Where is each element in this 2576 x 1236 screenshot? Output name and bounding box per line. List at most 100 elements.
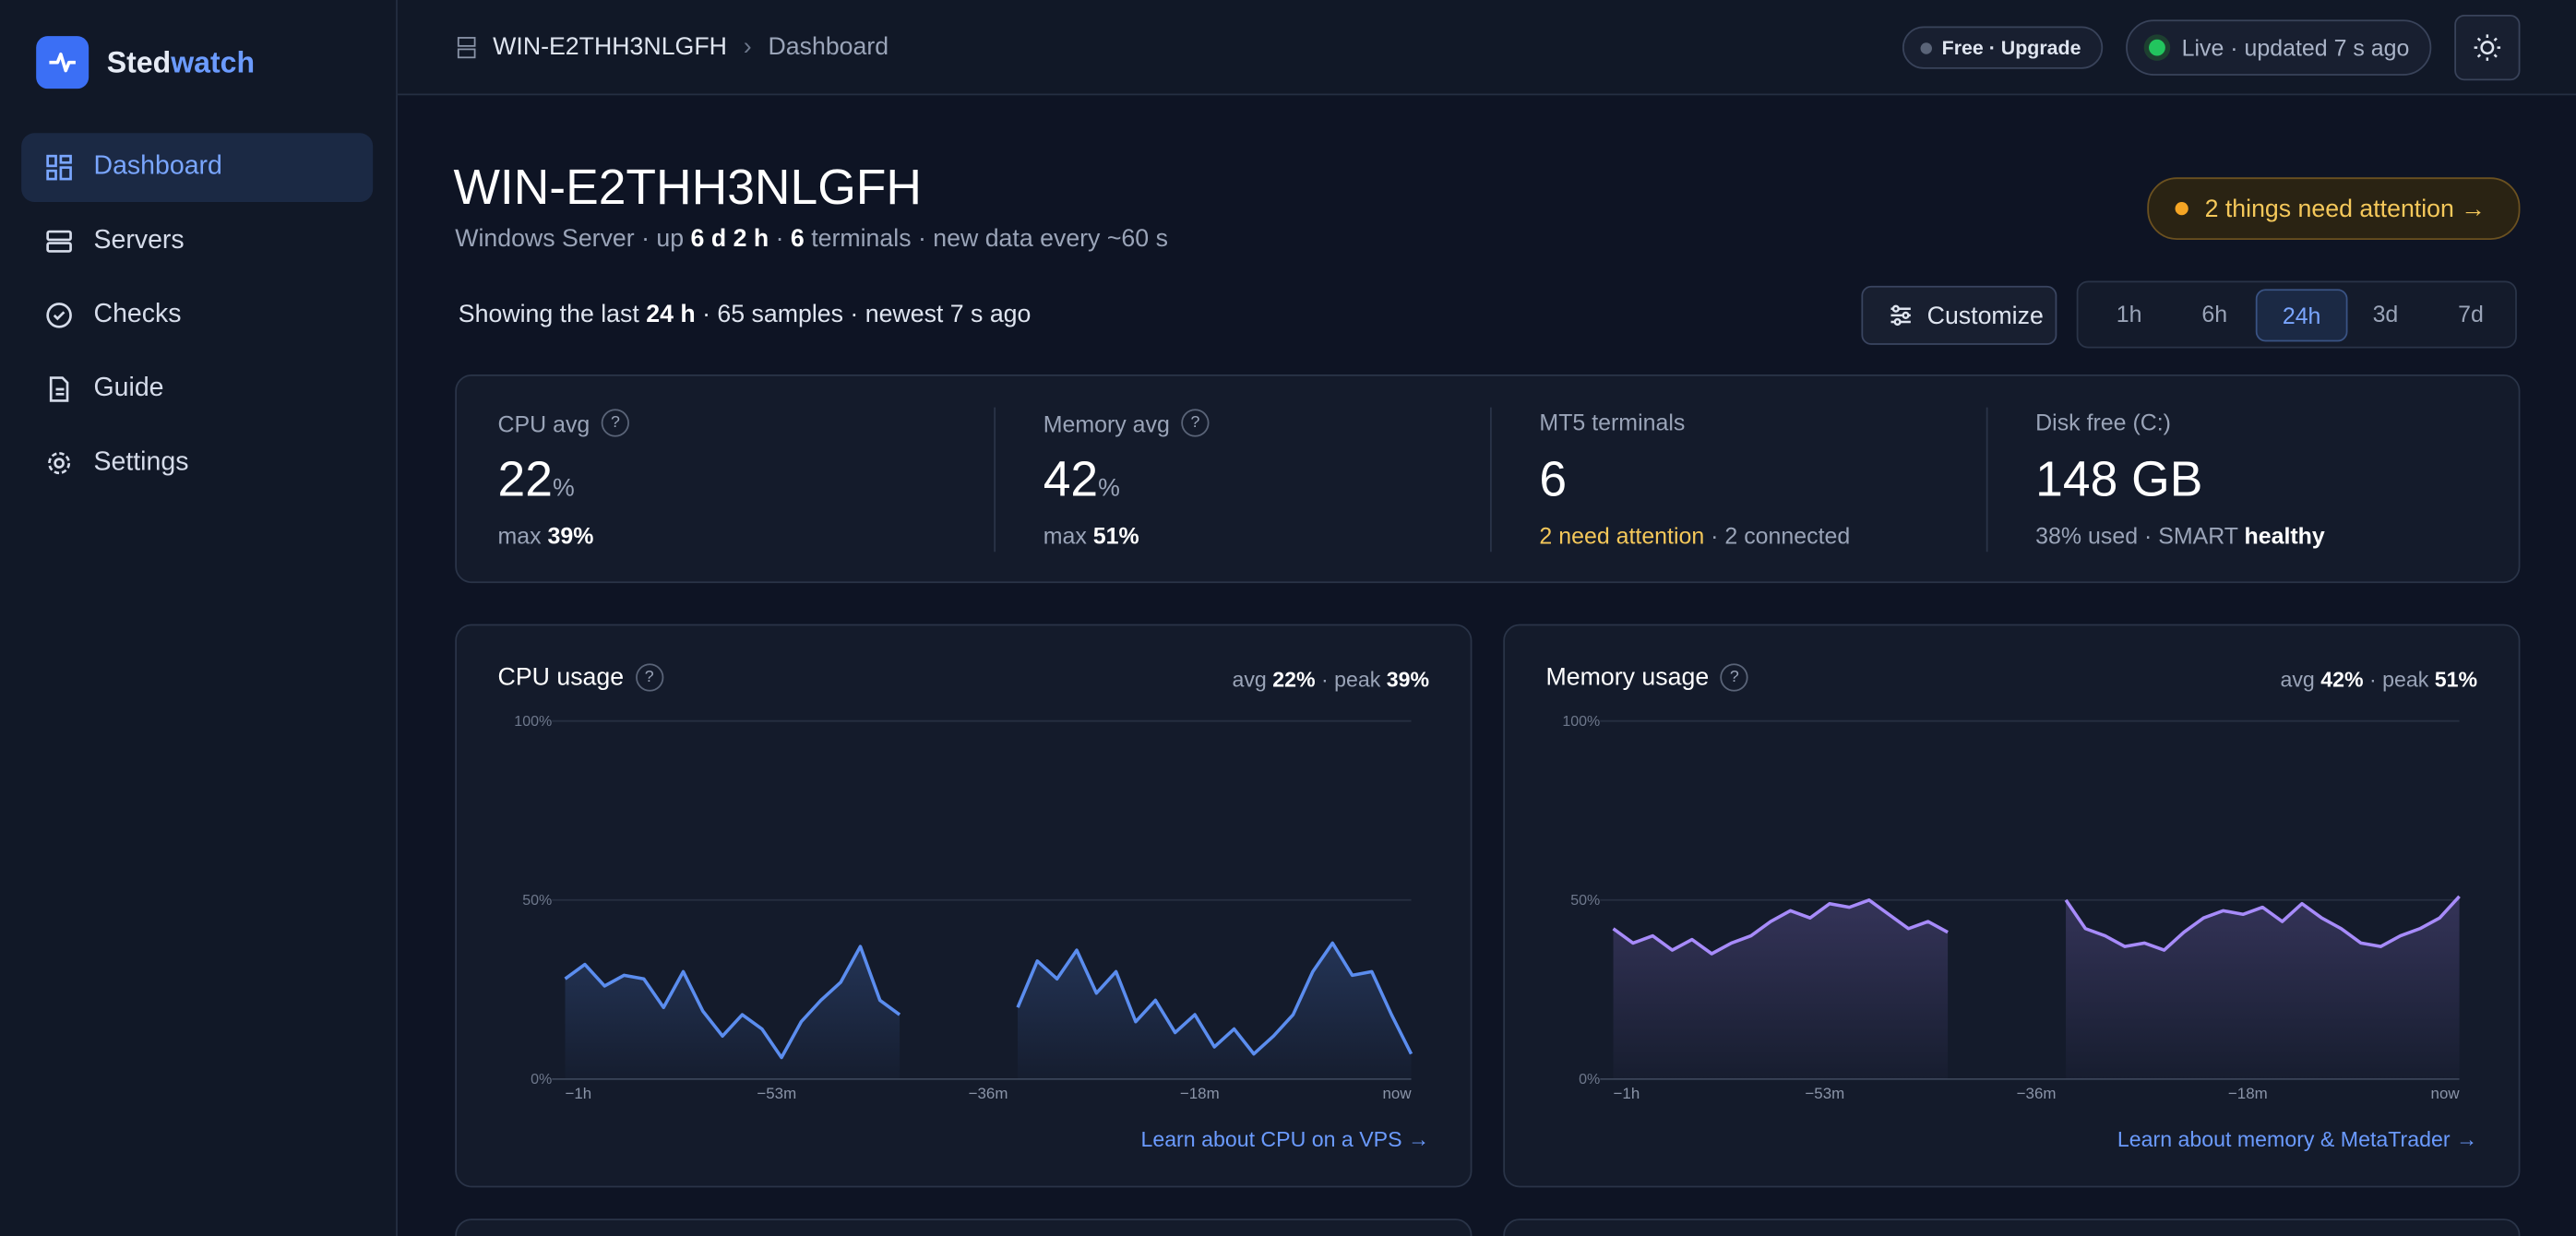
customize-label: Customize bbox=[1926, 301, 2044, 330]
range-button[interactable]: 24h bbox=[2255, 289, 2348, 342]
card bbox=[1503, 1218, 2521, 1236]
range-button[interactable]: 3d bbox=[2372, 300, 2399, 327]
y-tick-label: 0% bbox=[1579, 1071, 1600, 1087]
nav-item[interactable]: Checks bbox=[21, 280, 373, 350]
help-icon: ? bbox=[1720, 663, 1748, 692]
y-tick-label: 100% bbox=[1562, 713, 1600, 730]
y-tick-label: 50% bbox=[1570, 892, 1600, 909]
stat-label-text: MT5 terminals bbox=[1539, 409, 1686, 435]
stat-label: CPU avg? bbox=[497, 409, 630, 437]
x-tick-label: −1h bbox=[1614, 1085, 1640, 1102]
chart-summary: avg 42% · peak 51% bbox=[2280, 667, 2477, 692]
text-part: 51% bbox=[2434, 666, 2478, 692]
range-button[interactable]: 7d bbox=[2458, 300, 2484, 327]
chart-summary: avg 22% · peak 39% bbox=[1232, 667, 1429, 692]
attention-badge[interactable]: 2 things need attention → bbox=[2147, 177, 2521, 240]
page-subtitle: Windows Server · up 6 d 2 h · 6 terminal… bbox=[455, 225, 1168, 253]
sidebar: Stedwatch Dashboard Servers Checks Guide… bbox=[0, 0, 398, 1236]
brand: Stedwatch bbox=[107, 46, 255, 80]
breadcrumb-sep: › bbox=[743, 32, 752, 61]
text-part: 22% bbox=[1272, 666, 1316, 692]
nav-label: Guide bbox=[93, 374, 164, 403]
x-tick-label: −18m bbox=[2228, 1085, 2268, 1102]
text-part: 24 h bbox=[646, 300, 696, 329]
area bbox=[1018, 943, 1412, 1079]
nav-label: Dashboard bbox=[93, 152, 222, 181]
text-part: · bbox=[769, 224, 791, 254]
stat-sub: max 39% bbox=[498, 522, 594, 548]
attention-text: 2 things need attention → bbox=[2204, 195, 2487, 223]
chart-title: CPU usage? bbox=[498, 663, 663, 692]
text-part: 38% used · SMART bbox=[2035, 522, 2245, 549]
nav-item[interactable]: Guide bbox=[21, 355, 373, 424]
chart-plot: 0% 50% 100% −1h −53m −36m −18m now bbox=[1562, 713, 2461, 1102]
text-part: 39% bbox=[1386, 666, 1430, 692]
chart-card: Memory usage? avg 42% · peak 51% Learn abo… bbox=[1503, 624, 2521, 1188]
area bbox=[565, 946, 900, 1079]
help-icon: ? bbox=[601, 409, 630, 437]
card bbox=[455, 1218, 1473, 1236]
help-icon: ? bbox=[635, 663, 663, 692]
x-tick-label: now bbox=[1383, 1085, 1413, 1102]
breadcrumb-host[interactable]: WIN-E2THH3NLGFH bbox=[493, 32, 727, 61]
stats-card: CPU avg? 22% max 39% Memory avg? 42% max 51% M… bbox=[455, 374, 2521, 584]
customize-button[interactable]: Customize bbox=[1861, 285, 2057, 345]
text-part: terminals · new data every ~60 s bbox=[804, 224, 1168, 254]
header: WIN-E2THH3NLGFH › Dashboard Free · Upgra… bbox=[397, 0, 2576, 96]
chart-title: Memory usage? bbox=[1545, 663, 1748, 692]
stat-sub: 38% used · SMART healthy bbox=[2035, 522, 2325, 548]
text-part: max bbox=[497, 522, 548, 549]
nav-item[interactable]: Dashboard bbox=[21, 133, 374, 203]
text-part: · peak bbox=[1315, 666, 1387, 692]
x-tick-label: now bbox=[2431, 1085, 2461, 1102]
x-tick-label: −18m bbox=[1180, 1085, 1220, 1102]
stat-label-text: Memory avg bbox=[1043, 410, 1170, 436]
nav-item[interactable]: Servers bbox=[21, 207, 373, 276]
y-tick-label: 50% bbox=[522, 892, 552, 909]
chart-card: CPU usage? avg 22% · peak 39% Learn about … bbox=[455, 624, 1473, 1188]
brand-a: Sted bbox=[106, 45, 172, 79]
stat-value: 22% bbox=[498, 453, 575, 509]
stat-label-text: CPU avg bbox=[497, 410, 590, 436]
plan-badge[interactable]: Free · Upgrade bbox=[1902, 26, 2104, 69]
line bbox=[1612, 895, 2461, 956]
range-button[interactable]: 6h bbox=[2201, 300, 2228, 327]
text-part: 42% bbox=[2320, 666, 2364, 692]
stat-number: 42 bbox=[1043, 453, 1099, 508]
text-part: Showing the last bbox=[458, 300, 647, 329]
text-part: · peak bbox=[2363, 666, 2435, 692]
stat-value: 6 bbox=[1539, 453, 1567, 509]
y-tick-label: 100% bbox=[514, 713, 552, 730]
plan-text: Free · Upgrade bbox=[1941, 36, 2081, 60]
logo bbox=[36, 36, 89, 89]
text-part: 51% bbox=[1092, 522, 1139, 549]
chart-title-text: Memory usage bbox=[1545, 663, 1710, 692]
nav-label: Settings bbox=[93, 448, 189, 477]
stat-sub: max 51% bbox=[1044, 522, 1139, 548]
x-tick-label: −36m bbox=[2017, 1085, 2057, 1102]
line bbox=[564, 941, 1413, 1060]
range-button[interactable]: 1h bbox=[2116, 300, 2142, 327]
text-part: avg bbox=[2280, 666, 2321, 692]
chart-plot: 0% 50% 100% −1h −53m −36m −18m now bbox=[514, 713, 1413, 1102]
stat-label-text: Disk free (C:) bbox=[2035, 409, 2171, 435]
x-tick-label: −53m bbox=[757, 1085, 796, 1102]
range-group: 1h 6h 24h 3d 7d bbox=[2076, 280, 2517, 349]
area bbox=[1613, 899, 1949, 1079]
stat-number: 6 bbox=[1539, 453, 1568, 508]
chart-link[interactable]: Learn about CPU on a VPS → bbox=[1140, 1126, 1430, 1152]
stat-value: 148 GB bbox=[2035, 453, 2202, 509]
text-part: · 2 connected bbox=[1704, 522, 1851, 549]
stat-label: MT5 terminals bbox=[1539, 409, 1685, 434]
y-tick-label: 0% bbox=[531, 1071, 552, 1087]
text-part: healthy bbox=[2244, 522, 2325, 549]
theme-toggle[interactable] bbox=[2454, 15, 2521, 81]
chart-link[interactable]: Learn about memory & MetaTrader → bbox=[2117, 1126, 2478, 1152]
server-icon bbox=[457, 37, 476, 59]
text-part: 39% bbox=[547, 522, 594, 549]
nav-item[interactable]: Settings bbox=[21, 429, 373, 498]
area bbox=[2066, 896, 2460, 1079]
stat-label: Memory avg? bbox=[1043, 409, 1210, 437]
x-tick-label: −53m bbox=[1805, 1085, 1844, 1102]
text-part: max bbox=[1043, 522, 1093, 549]
